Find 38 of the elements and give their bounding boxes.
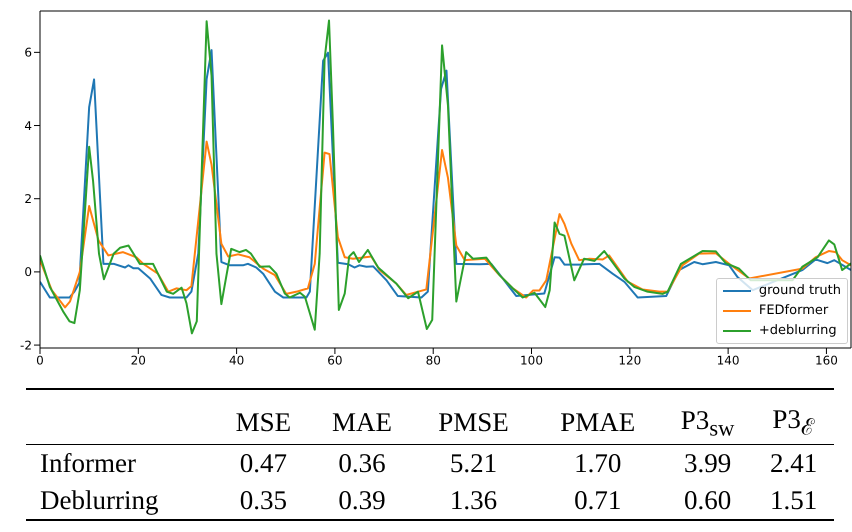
line-series <box>40 49 851 299</box>
text: 1.70 <box>574 448 622 478</box>
category-label: MSE <box>236 407 292 438</box>
x-tick-label: 140 <box>716 354 740 368</box>
text: 0.71 <box>574 485 622 516</box>
y-tick-label: 0 <box>24 265 32 280</box>
text: 5.21 <box>450 448 498 478</box>
x-tick-label: 60 <box>327 354 343 368</box>
category-label: P3$_{sw}$ <box>680 404 734 440</box>
category-label: Deblurring <box>40 485 158 516</box>
category-label: PMSE <box>438 407 509 438</box>
y-tick-label: 4 <box>24 118 32 133</box>
x-tick-label: 120 <box>618 354 642 368</box>
text: 0.35 <box>240 485 288 516</box>
x-tick-label: 160 <box>814 354 838 368</box>
legend-label: +deblurring <box>758 322 837 340</box>
category-label: MAE <box>332 407 392 438</box>
category-label: P3$_{ℰ}$ <box>772 404 815 440</box>
legend-label: FEDformer <box>758 302 828 320</box>
text: 0.39 <box>338 485 386 516</box>
text: 0.60 <box>684 485 732 516</box>
text: 1.36 <box>450 485 498 516</box>
x-tick-label: 80 <box>426 354 441 368</box>
y-tick-label: -2 <box>20 338 32 352</box>
x-tick-label: 0 <box>36 354 44 368</box>
x-tick-label: 40 <box>228 354 244 368</box>
text: 1.51 <box>770 485 818 516</box>
category-label: PMAE <box>560 407 636 438</box>
x-tick-label: 20 <box>130 354 146 368</box>
legend-label: ground truth <box>758 282 841 300</box>
category-label: Informer <box>40 448 136 478</box>
x-tick-label: 100 <box>520 354 543 368</box>
y-tick-label: 6 <box>24 46 32 60</box>
text: 3.99 <box>684 448 732 478</box>
text: 0.47 <box>240 448 288 478</box>
text: 2.41 <box>770 448 818 478</box>
y-tick-label: 2 <box>24 192 32 206</box>
text: 0.36 <box>338 448 386 478</box>
